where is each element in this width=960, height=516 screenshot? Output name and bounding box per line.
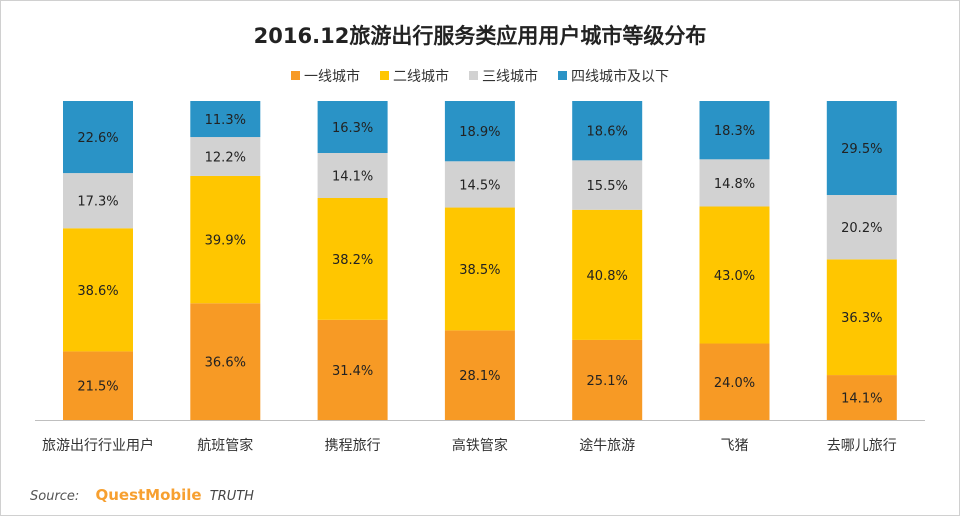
bar-segment-6-2 — [826, 195, 897, 260]
bar-segment-3-0 — [444, 330, 515, 420]
data-label-5-1: 43.0% — [714, 269, 755, 284]
bar-segment-4-3 — [572, 101, 643, 161]
chart-legend: 一线城市 二线城市 三线城市 四线城市及以下 — [0, 66, 960, 86]
chart-title: 2016.12旅游出行服务类应用用户城市等级分布 — [253, 24, 707, 48]
data-label-5-3: 18.3% — [714, 124, 755, 139]
data-label-4-3: 18.6% — [587, 125, 628, 140]
source-brand-suffix: TRUTH — [209, 489, 254, 504]
data-label-3-2: 14.5% — [459, 178, 500, 193]
data-label-0-1: 38.6% — [77, 284, 118, 299]
source-brand: QuestMobile — [95, 486, 202, 504]
legend-swatch-3 — [558, 71, 567, 80]
category-label-6: 去哪儿旅行 — [827, 438, 897, 454]
legend-label-0: 一线城市 — [304, 69, 360, 85]
legend-item-3: 四线城市及以下 — [558, 66, 669, 86]
data-label-2-1: 38.2% — [332, 253, 373, 268]
bar-segment-1-3 — [190, 101, 261, 138]
legend-item-2: 三线城市 — [469, 66, 538, 86]
bar-segment-5-2 — [699, 159, 770, 207]
bar-segment-0-1 — [63, 228, 133, 352]
bar-segment-4-2 — [572, 160, 643, 210]
bar-segment-0-2 — [63, 173, 133, 229]
data-label-2-3: 16.3% — [332, 121, 373, 136]
data-label-1-3: 11.3% — [205, 113, 246, 128]
data-label-6-2: 20.2% — [841, 221, 882, 236]
legend-label-2: 三线城市 — [482, 69, 538, 85]
data-label-4-2: 15.5% — [587, 179, 628, 194]
bar-segment-5-3 — [699, 101, 770, 160]
bar-segment-5-0 — [699, 343, 770, 420]
legend-swatch-1 — [380, 71, 389, 80]
data-label-6-3: 29.5% — [841, 142, 882, 157]
bar-segment-4-0 — [572, 339, 643, 420]
data-label-6-0: 14.1% — [841, 392, 882, 407]
bar-segment-6-3 — [826, 101, 897, 196]
category-label-3: 高铁管家 — [452, 437, 508, 454]
data-label-1-0: 36.6% — [205, 356, 246, 371]
bar-segment-2-2 — [317, 152, 388, 198]
bar-segment-3-1 — [444, 207, 515, 331]
data-label-0-2: 17.3% — [77, 195, 118, 210]
data-label-4-1: 40.8% — [587, 269, 628, 284]
legend-label-3: 四线城市及以下 — [571, 69, 669, 85]
category-label-0: 旅游出行行业用户 — [42, 437, 154, 454]
legend-swatch-2 — [469, 71, 478, 80]
bar-segment-1-0 — [190, 303, 261, 420]
source-label: Source: — [30, 489, 80, 504]
bar-segment-6-1 — [826, 259, 897, 376]
data-label-1-1: 39.9% — [205, 234, 246, 249]
data-label-3-1: 38.5% — [459, 263, 500, 278]
bar-segment-6-0 — [826, 375, 897, 420]
data-label-4-0: 25.1% — [587, 374, 628, 389]
legend-item-1: 二线城市 — [380, 66, 449, 86]
data-label-0-3: 22.6% — [77, 131, 118, 146]
bar-segment-5-1 — [699, 206, 770, 344]
data-label-0-0: 21.5% — [77, 380, 118, 395]
category-label-2: 携程旅行 — [325, 438, 381, 454]
data-label-1-2: 12.2% — [205, 151, 246, 166]
bar-segment-4-1 — [572, 209, 643, 340]
bar-segment-2-1 — [317, 197, 388, 320]
data-label-5-2: 14.8% — [714, 177, 755, 192]
bar-segment-2-3 — [317, 101, 388, 153]
bar-segment-1-1 — [190, 175, 261, 304]
data-label-3-0: 28.1% — [459, 369, 500, 384]
bar-segment-2-0 — [317, 319, 388, 420]
legend-swatch-0 — [291, 71, 300, 80]
data-label-6-1: 36.3% — [841, 311, 882, 326]
bar-segment-3-3 — [444, 101, 515, 162]
data-label-5-0: 24.0% — [714, 376, 755, 391]
data-label-2-0: 31.4% — [332, 364, 373, 379]
category-label-1: 航班管家 — [197, 437, 253, 454]
source-line: Source: QuestMobile TRUTH — [30, 486, 254, 504]
bar-segment-0-3 — [63, 101, 133, 174]
bar-segment-3-2 — [444, 161, 515, 208]
category-label-5: 飞猪 — [721, 438, 749, 454]
data-label-3-3: 18.9% — [459, 125, 500, 140]
legend-label-1: 二线城市 — [393, 69, 449, 85]
legend-item-0: 一线城市 — [291, 66, 360, 86]
bar-segment-0-0 — [63, 351, 133, 420]
category-label-4: 途牛旅游 — [579, 437, 635, 454]
bar-segment-1-2 — [190, 137, 261, 176]
data-label-2-2: 14.1% — [332, 169, 373, 184]
